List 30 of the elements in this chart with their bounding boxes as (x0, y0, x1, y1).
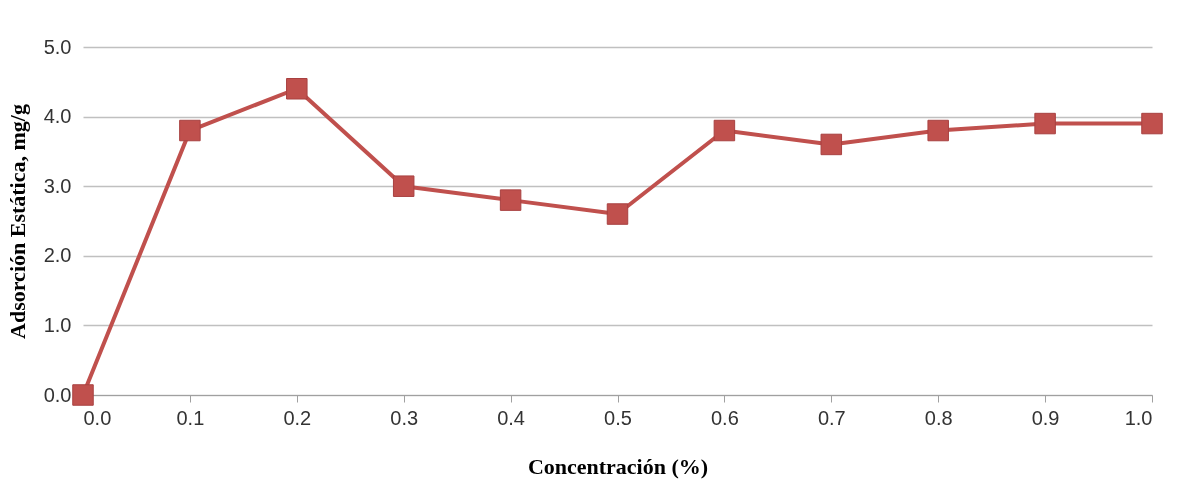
y-tick-label: 4.0 (43, 105, 72, 128)
point (72, 384, 94, 406)
point (179, 119, 201, 142)
x-tick-label: 0.1 (176, 406, 205, 429)
point (286, 78, 308, 100)
x-tick-label: 0.2 (283, 406, 312, 429)
x-tick-label: 0.4 (497, 406, 526, 429)
point (499, 189, 522, 211)
point (392, 175, 415, 197)
point (606, 203, 629, 225)
x-tick-label: 0.5 (604, 406, 632, 429)
y-axis-title: Adsorción Estática, mg/g (4, 104, 30, 339)
point (1034, 112, 1056, 135)
x-tick-label: 0.9 (1031, 406, 1060, 429)
y-tick-label: 2.0 (43, 244, 72, 267)
x-tick-label: 0.8 (924, 406, 953, 429)
x-tick-label: 0.7 (817, 406, 846, 429)
x-axis-title: Concentración (%) (527, 453, 709, 479)
y-tick-label: 3.0 (43, 174, 72, 197)
x-tick-label: 0.6 (710, 406, 739, 429)
point (820, 133, 843, 156)
x-tick-label: 0.3 (390, 406, 419, 429)
x-tick-label: 1.0 (1124, 406, 1153, 429)
point (1141, 112, 1163, 135)
point (713, 119, 736, 142)
point (927, 119, 949, 142)
x-tick-label: 0.0 (83, 406, 112, 429)
y-tick-label: 0.0 (43, 383, 72, 406)
y-tick-label: 5.0 (43, 35, 72, 58)
y-tick-label: 1.0 (43, 313, 72, 336)
